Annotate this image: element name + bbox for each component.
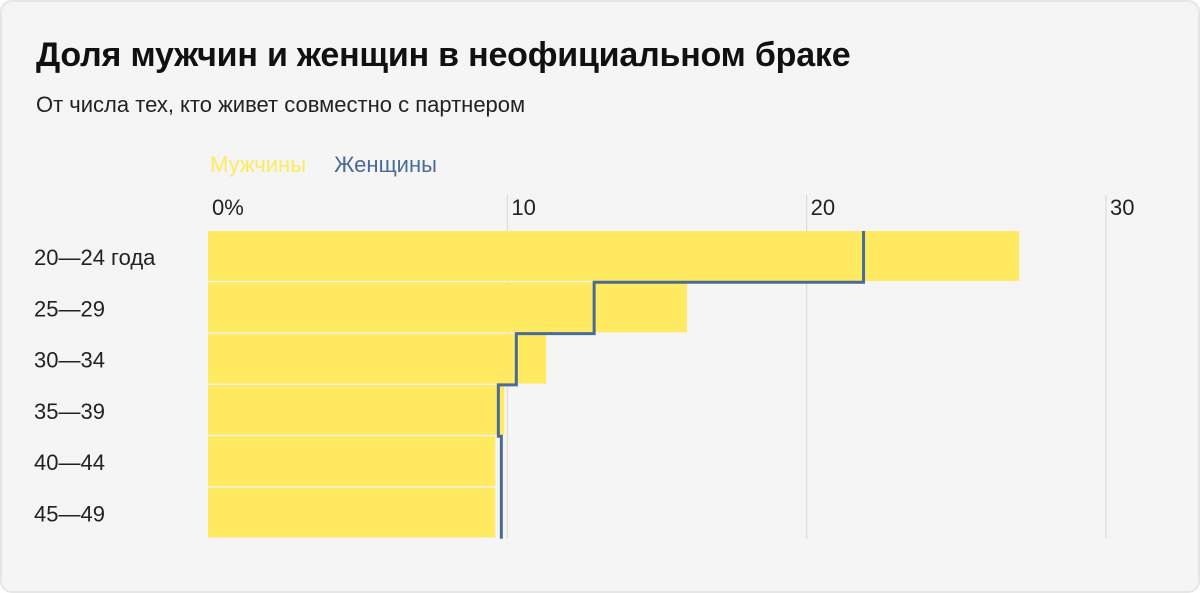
category-label-5: 45—49 — [34, 502, 105, 527]
legend-item-men: Мужчины — [210, 152, 307, 177]
chart-subtitle: От числа тех, кто живет совместно с парт… — [36, 92, 526, 117]
legend-item-women: Женщины — [334, 152, 437, 177]
bar-men-3 — [208, 384, 505, 435]
category-label-4: 40—44 — [34, 450, 105, 475]
line-women — [496, 231, 866, 539]
tick-label-10: 10 — [511, 195, 535, 220]
tick-label-30: 30 — [1110, 195, 1134, 220]
bar-men-5 — [208, 487, 496, 538]
chart-title: Доля мужчин и женщин в неофициальном бра… — [36, 36, 851, 74]
bar-men-0 — [208, 231, 1020, 281]
category-label-2: 30—34 — [34, 348, 105, 373]
tick-label-20: 20 — [811, 195, 835, 220]
bar-men-4 — [208, 436, 496, 487]
category-label-1: 25—29 — [34, 296, 105, 321]
tick-label-0: 0% — [212, 195, 244, 220]
bar-men-1 — [208, 282, 687, 333]
category-label-3: 35—39 — [34, 399, 105, 424]
bar-men-2 — [208, 333, 547, 384]
legend: Мужчины Женщины — [210, 152, 459, 178]
category-label-0: 20—24 года — [34, 245, 156, 270]
